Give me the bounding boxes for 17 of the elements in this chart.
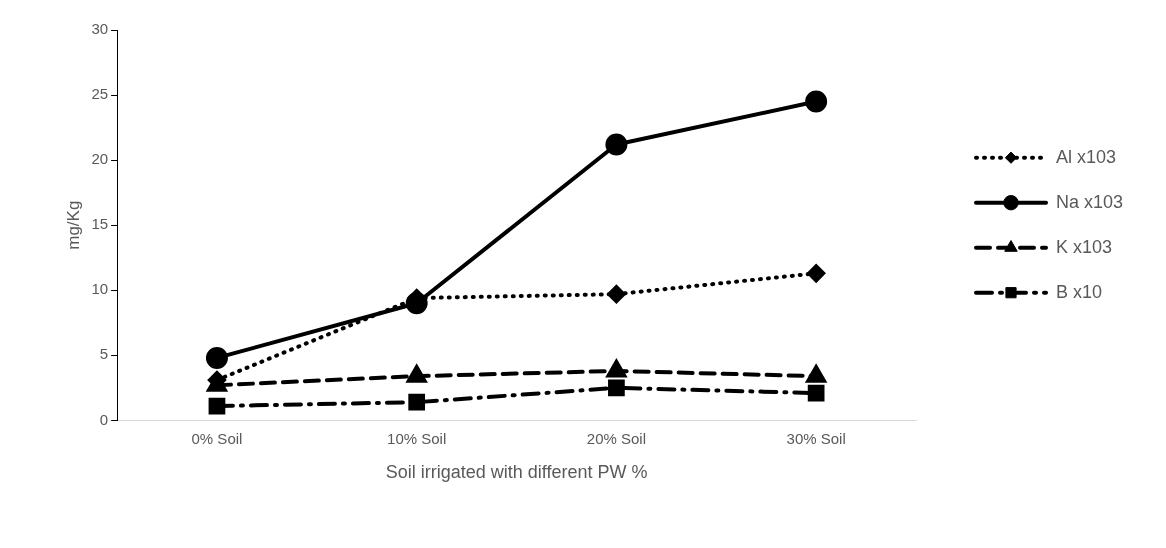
y-tick-label: 5 xyxy=(99,345,109,363)
x-tick-label: 10% Soil xyxy=(387,429,447,447)
y-axis-title: mg/Kg xyxy=(63,200,83,250)
legend-label: B x10 xyxy=(1056,281,1103,302)
y-tick-label: 25 xyxy=(91,85,109,103)
y-tick-label: 20 xyxy=(91,150,109,168)
x-tick-label: 0% Soil xyxy=(191,429,243,447)
y-tick-label: 0 xyxy=(99,410,109,428)
legend-label: K x103 xyxy=(1056,236,1113,257)
x-tick-label: 20% Soil xyxy=(586,429,647,447)
legend-label: Na x103 xyxy=(1056,191,1124,212)
x-axis-title: Soil irrigated with different PW % xyxy=(385,462,648,483)
y-tick-label: 10 xyxy=(91,280,109,298)
y-tick-label: 30 xyxy=(91,20,109,38)
legend-label: Al x103 xyxy=(1056,146,1117,167)
x-tick-label: 30% Soil xyxy=(786,429,846,447)
y-tick-label: 15 xyxy=(91,215,109,233)
